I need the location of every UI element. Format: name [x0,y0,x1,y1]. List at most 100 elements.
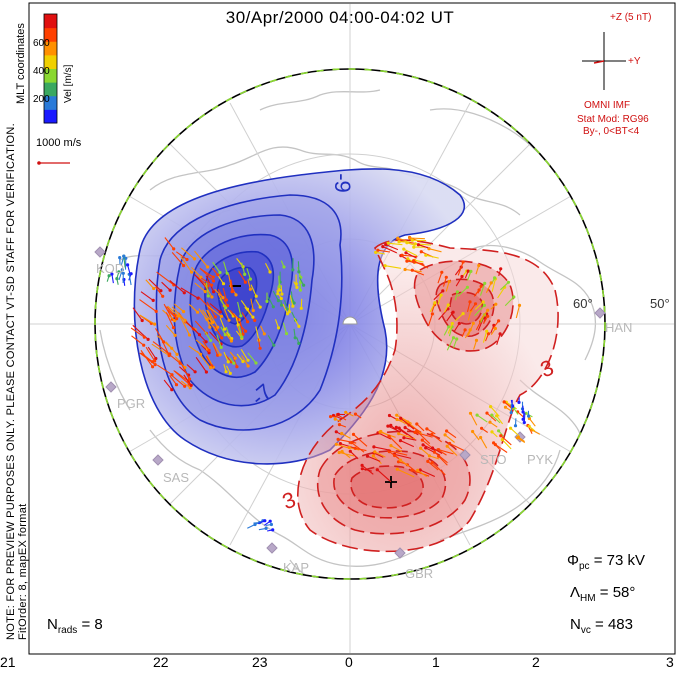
velocity-vector-origin [468,300,472,304]
velocity-vector-origin [493,326,497,331]
velocity-vector-origin [294,282,298,286]
outer-grid [30,4,674,653]
nvc-value: = 483 [595,616,633,633]
velocity-vector [385,244,399,251]
velocity-vector-origin [340,431,344,436]
velocity-vector-origin [204,340,208,344]
velocity-vector [417,469,428,478]
velocity-vector [201,309,213,323]
velocity-vector-origin [433,301,437,305]
cross-polar-potential: Φpc = 73 kV [567,552,645,572]
velocity-vector-origin [479,284,483,288]
velocity-vector-origin [277,284,281,288]
velocity-vector [396,414,412,424]
velocity-vector [477,317,485,331]
mlt-tick-22: 22 [153,654,169,670]
velocity-vector-origin [492,441,496,445]
velocity-vector [165,312,174,328]
mlt-tick-0: 0 [345,654,353,670]
velocity-vector [163,303,173,320]
velocity-vector [169,279,185,294]
velocity-vector-origin [207,348,211,353]
colorbar-tick: 600 [33,38,50,49]
velocity-vector [282,303,288,315]
velocity-vector [183,374,192,386]
velocity-vector [411,469,430,477]
velocity-vector [467,310,472,321]
velocity-vector [448,326,453,337]
velocity-vector-origin [167,353,171,357]
velocity-vector [194,320,207,334]
velocity-vector [166,306,176,317]
velocity-vector-origin [262,332,266,336]
velocity-vector-origin [258,346,262,350]
velocity-vector [180,256,193,273]
velocity-vector-origin [253,318,257,322]
velocity-vector [447,323,453,334]
velocity-vector [212,261,221,273]
velocity-vector [140,291,154,301]
velocity-vector [446,430,457,439]
velocity-vector-origin [480,426,484,430]
velocity-vector-origin [521,410,525,414]
velocity-vector-origin [291,304,295,308]
velocity-vector [207,309,219,328]
velocity-vector-origin [218,353,222,357]
velocity-vector-origin [334,430,338,434]
velocity-vector [140,352,153,363]
velocity-vector-origin [287,310,291,314]
velocity-vector [431,433,443,443]
velocity-vector-origin [386,424,390,428]
velocity-vector-origin [203,290,207,294]
imf-y-label: +Y [628,56,641,67]
velocity-vector [394,453,412,459]
velocity-vector [497,286,506,299]
plot-frame [28,2,676,655]
velocity-vector-origin [271,305,275,309]
velocity-vector [486,412,497,422]
velocity-vector-origin [268,270,272,274]
velocity-vector [230,280,233,292]
velocity-vector-origin [387,413,392,418]
velocity-vector-origin [490,430,494,434]
velocity-vector-origin [337,450,341,455]
velocity-vector-origin [445,429,449,433]
velocity-vector [240,300,249,310]
velocity-vector-origin [122,254,126,258]
velocity-vector-origin [162,340,166,344]
velocity-vector [446,337,454,351]
velocity-vector-origin [302,283,306,287]
velocity-vector-origin [516,435,521,439]
velocity-vector-origin [175,352,179,356]
velocity-vector-origin [410,238,414,242]
velocity-vector-origin [221,296,225,300]
velocity-vector-origin [353,446,357,450]
velocity-vector [400,459,409,467]
velocity-vector-origin [251,308,255,313]
velocity-vector-origin [265,299,269,303]
velocity-vector-origin [173,314,177,318]
velocity-vector [403,437,417,441]
velocity-vector [145,279,155,289]
velocity-vector-origin [193,370,197,374]
velocity-vector-origin [405,259,409,263]
velocity-vector [206,301,216,318]
mlt-tick-1: 1 [432,654,440,670]
velocity-vector [165,341,178,355]
velocity-vector [118,269,123,281]
velocity-vector-origin [232,361,236,365]
vector-count: Nvc = 483 [570,616,633,636]
velocity-vector-origin [477,288,481,292]
velocity-vector-origin [183,384,187,388]
velocity-vector [400,440,415,448]
preview-note: NOTE: FOR PREVIEW PURPOSES ONLY. PLEASE … [5,123,17,640]
velocity-vector-origin [445,444,449,448]
velocity-vector-origin [466,269,470,273]
velocity-vector-origin [192,257,197,261]
velocity-vector-origin [146,337,150,341]
velocity-vector-origin [394,425,398,429]
velocity-vector-origin [228,371,232,375]
velocity-vector [214,288,224,298]
velocity-vector-origin [333,417,337,421]
